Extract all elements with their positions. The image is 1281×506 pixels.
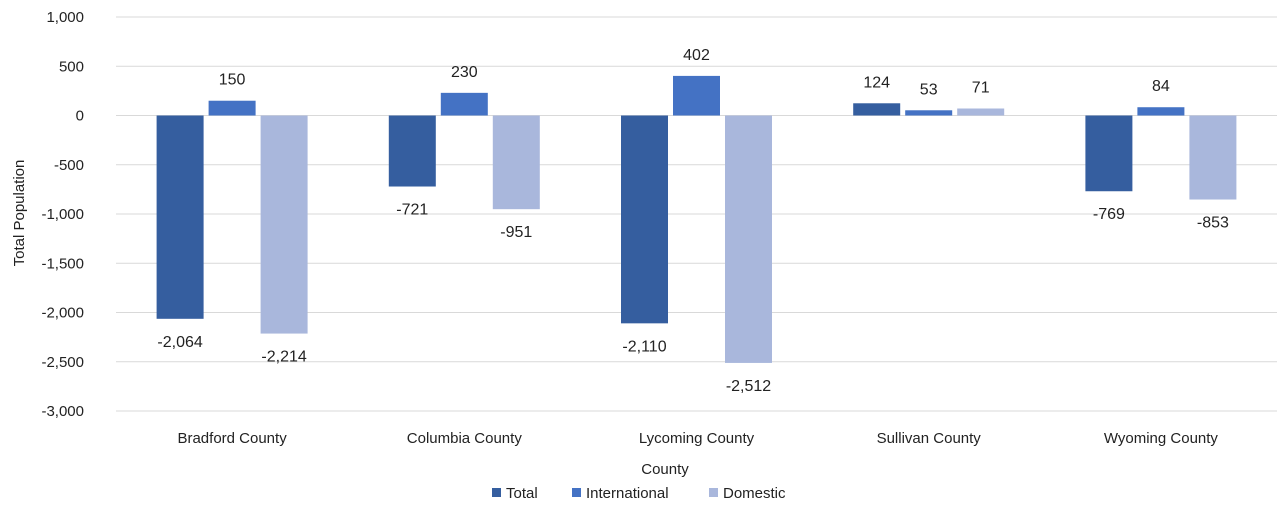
y-tick-label: -2,000 [41, 305, 84, 322]
y-tick-label: 1,000 [46, 9, 84, 26]
x-axis-title: County [641, 461, 689, 478]
legend-swatch-international [572, 488, 581, 497]
bar-total [1085, 115, 1133, 192]
bar-international [905, 110, 953, 116]
data-label: 402 [683, 47, 710, 64]
bar-total [388, 115, 436, 187]
y-tick-label: -500 [54, 157, 84, 174]
bar-international [440, 92, 488, 116]
legend-label: Domestic [723, 485, 786, 502]
data-label: -951 [500, 224, 532, 241]
y-tick-label: -2,500 [41, 354, 84, 371]
bar-total [156, 115, 204, 319]
bar-total [621, 115, 668, 324]
y-tick-label: -1,000 [41, 206, 84, 223]
y-axis-title: Total Population [11, 160, 28, 267]
data-label: 230 [451, 64, 478, 81]
bar-domestic [260, 115, 308, 334]
legend-swatch-domestic [709, 488, 718, 497]
bar-domestic [492, 115, 540, 210]
data-label: -853 [1197, 215, 1229, 232]
y-tick-label: 500 [59, 58, 84, 75]
x-tick-label: Bradford County [177, 430, 287, 447]
data-label: 71 [972, 80, 990, 97]
data-label: 150 [219, 72, 246, 89]
data-label: 84 [1152, 78, 1170, 95]
y-tick-label: 0 [76, 108, 84, 125]
x-tick-label: Sullivan County [877, 430, 982, 447]
bar-international [1137, 107, 1185, 116]
data-label: -769 [1093, 206, 1125, 223]
bar-domestic [957, 108, 1005, 116]
data-label: -2,214 [261, 349, 306, 366]
x-tick-label: Wyoming County [1104, 430, 1219, 447]
bar-total [853, 103, 901, 116]
data-label: -2,110 [622, 338, 666, 355]
bar-international [208, 100, 256, 116]
y-tick-label: -1,500 [41, 255, 84, 272]
data-label: -2,064 [157, 334, 202, 351]
x-tick-label: Lycoming County [639, 430, 755, 447]
data-label: 124 [863, 74, 890, 91]
legend-label: International [586, 485, 669, 502]
legend-swatch-total [492, 488, 501, 497]
x-tick-label: Columbia County [407, 430, 523, 447]
legend-label: Total [506, 485, 538, 502]
data-label: 53 [920, 81, 938, 98]
bar-domestic [725, 115, 772, 363]
legend: Total International Domestic [492, 485, 786, 502]
y-tick-label: -3,000 [41, 403, 84, 420]
data-label: -2,512 [726, 378, 771, 395]
bar-international [673, 75, 720, 116]
data-label: -721 [396, 202, 428, 219]
bar-domestic [1189, 115, 1237, 200]
